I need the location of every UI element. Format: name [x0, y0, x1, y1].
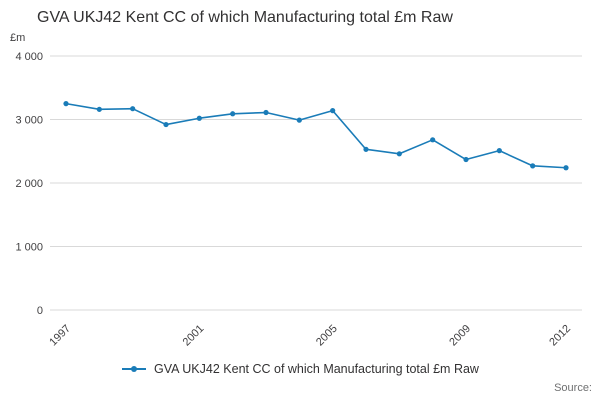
data-point — [296, 117, 302, 123]
data-point — [163, 121, 169, 128]
data-point — [563, 165, 569, 171]
data-point — [330, 108, 336, 114]
y-axis-unit-label: £m — [10, 32, 26, 44]
x-tick-label: 2005 — [314, 323, 340, 349]
data-point — [96, 106, 102, 112]
line-chart-plot: 0 1 000 2 000 3 000 4 000 1997 2001 2005 2009 201… — [15, 51, 582, 349]
x-tick-label: 2001 — [181, 323, 207, 349]
y-tick-label: 1 000 — [15, 242, 43, 254]
data-point — [363, 146, 369, 152]
legend: GVA UKJ42 Kent CC of which Manufacturing… — [0, 362, 600, 376]
data-point — [430, 137, 436, 143]
y-tick-label: 3 000 — [15, 115, 43, 127]
y-tick-label: 2 000 — [15, 178, 43, 190]
x-tick-label: 2012 — [547, 323, 573, 349]
legend-line-marker-icon — [122, 366, 147, 372]
chart-title: GVA UKJ42 Kent CC of which Manufacturing… — [37, 9, 453, 26]
data-point — [463, 156, 469, 163]
source-label: Source: — [554, 382, 592, 394]
data-line-series — [65, 102, 567, 169]
data-point — [230, 111, 236, 117]
data-point — [130, 106, 136, 112]
y-tick-label: 4 000 — [15, 51, 43, 63]
legend-label: GVA UKJ42 Kent CC of which Manufacturing… — [154, 362, 479, 376]
data-point — [196, 115, 202, 121]
data-point — [496, 148, 502, 154]
y-tick-label: 0 — [37, 305, 43, 317]
data-point — [263, 109, 269, 116]
data-point — [396, 151, 402, 157]
x-tick-label: 2009 — [447, 323, 473, 349]
data-point — [63, 101, 69, 107]
data-point — [530, 163, 536, 169]
x-tick-label: 1997 — [47, 323, 73, 349]
